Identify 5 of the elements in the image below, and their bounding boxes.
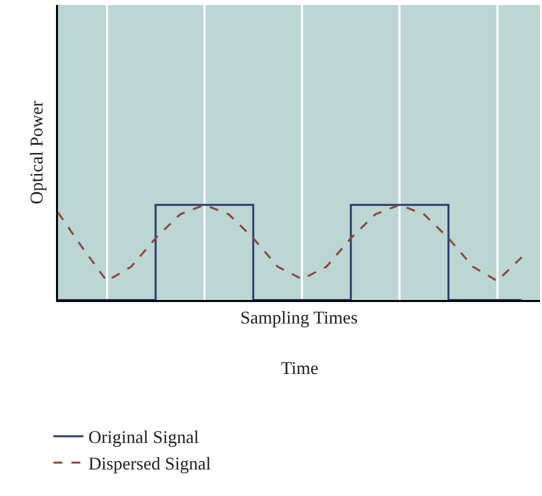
legend-label: Original Signal [88,427,199,448]
y-axis-title: Optical Power [26,100,47,204]
legend-label: Dispersed Signal [88,454,211,474]
text: Time [281,358,318,378]
x-axis-title: Sampling Times [240,308,358,328]
